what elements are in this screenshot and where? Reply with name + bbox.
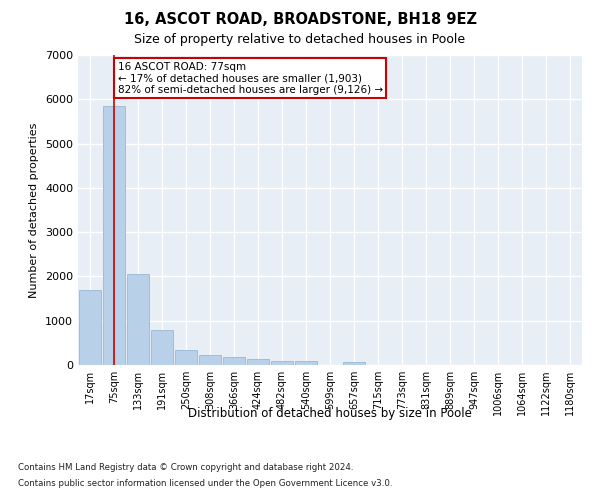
- Bar: [247, 359, 269, 365]
- Bar: [343, 362, 365, 365]
- Bar: [199, 355, 221, 365]
- Text: 16, ASCOT ROAD, BROADSTONE, BH18 9EZ: 16, ASCOT ROAD, BROADSTONE, BH18 9EZ: [124, 12, 476, 28]
- Bar: [103, 106, 125, 365]
- Text: Distribution of detached houses by size in Poole: Distribution of detached houses by size …: [188, 408, 472, 420]
- Bar: [175, 350, 197, 365]
- Text: Size of property relative to detached houses in Poole: Size of property relative to detached ho…: [134, 32, 466, 46]
- Bar: [79, 290, 101, 365]
- Bar: [127, 274, 149, 365]
- Text: Contains HM Land Registry data © Crown copyright and database right 2024.: Contains HM Land Registry data © Crown c…: [18, 462, 353, 471]
- Y-axis label: Number of detached properties: Number of detached properties: [29, 122, 40, 298]
- Bar: [271, 361, 293, 365]
- Text: Contains public sector information licensed under the Open Government Licence v3: Contains public sector information licen…: [18, 479, 392, 488]
- Bar: [223, 358, 245, 365]
- Bar: [151, 330, 173, 365]
- Bar: [295, 362, 317, 365]
- Text: 16 ASCOT ROAD: 77sqm
← 17% of detached houses are smaller (1,903)
82% of semi-de: 16 ASCOT ROAD: 77sqm ← 17% of detached h…: [118, 62, 383, 95]
